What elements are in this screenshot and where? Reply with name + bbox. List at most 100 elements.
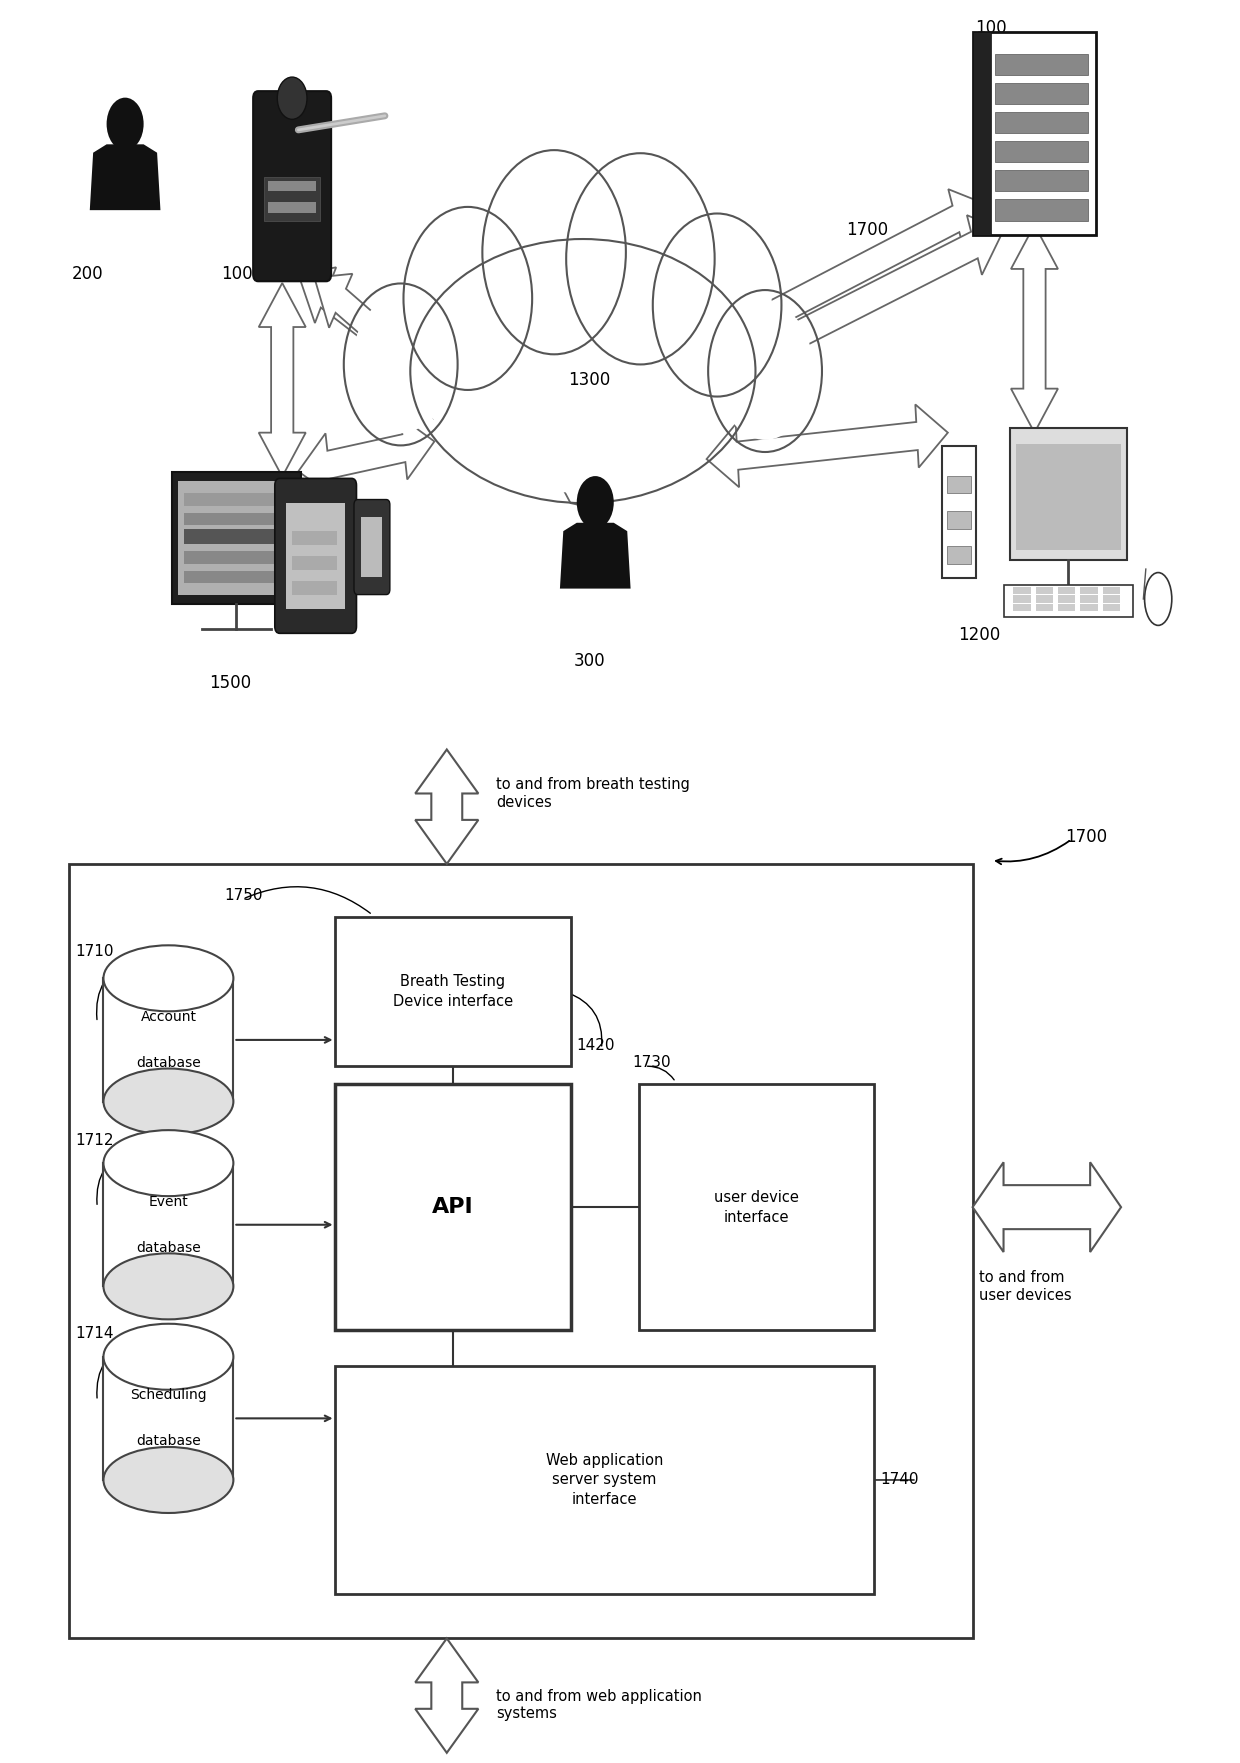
Bar — [264, 178, 320, 222]
Bar — [994, 141, 1087, 162]
Ellipse shape — [1145, 573, 1172, 626]
Bar — [1009, 428, 1127, 561]
Bar — [184, 494, 283, 506]
Text: Event: Event — [149, 1195, 188, 1209]
FancyBboxPatch shape — [253, 92, 331, 282]
Text: database: database — [136, 1056, 201, 1070]
Bar — [184, 529, 283, 545]
Ellipse shape — [103, 1324, 233, 1389]
Text: Scheduling: Scheduling — [130, 1389, 207, 1403]
Polygon shape — [315, 273, 471, 420]
Text: 300: 300 — [573, 652, 605, 670]
Bar — [946, 511, 971, 529]
Bar — [994, 171, 1087, 192]
Circle shape — [107, 97, 144, 150]
Text: 1500: 1500 — [210, 673, 252, 691]
Bar — [336, 1084, 570, 1331]
Circle shape — [577, 476, 614, 529]
Bar — [1058, 596, 1075, 603]
Bar — [1035, 587, 1053, 594]
Bar — [941, 446, 976, 578]
Circle shape — [708, 291, 822, 451]
Circle shape — [652, 213, 781, 397]
Circle shape — [717, 301, 813, 439]
Bar — [171, 472, 301, 605]
Text: database: database — [136, 1241, 201, 1255]
Bar — [1035, 596, 1053, 603]
Polygon shape — [299, 268, 446, 395]
Circle shape — [482, 150, 626, 354]
Bar — [946, 547, 971, 564]
Bar — [1102, 596, 1120, 603]
Bar — [1016, 444, 1121, 550]
Bar — [946, 476, 971, 494]
Bar — [184, 552, 283, 564]
Text: API: API — [433, 1197, 474, 1216]
Text: 1730: 1730 — [632, 1056, 671, 1070]
Bar — [1013, 605, 1030, 612]
Bar — [994, 55, 1087, 76]
Bar — [293, 555, 337, 569]
Bar — [103, 1164, 233, 1287]
Bar — [336, 917, 570, 1067]
Text: 1000: 1000 — [222, 264, 264, 284]
Text: Web application
server system
interface: Web application server system interface — [546, 1453, 663, 1507]
Bar — [972, 32, 1096, 234]
Bar — [1058, 587, 1075, 594]
Polygon shape — [259, 284, 306, 476]
Bar — [1058, 605, 1075, 612]
Text: 1700: 1700 — [1065, 829, 1107, 846]
Bar — [1080, 587, 1097, 594]
Text: 100: 100 — [976, 19, 1007, 37]
Circle shape — [578, 169, 703, 349]
Circle shape — [567, 153, 714, 365]
Bar — [1035, 605, 1053, 612]
Bar — [184, 571, 283, 584]
Polygon shape — [556, 453, 604, 508]
Bar — [336, 1366, 874, 1594]
Polygon shape — [707, 404, 947, 487]
Polygon shape — [415, 749, 479, 864]
Bar — [361, 517, 382, 577]
Text: 1740: 1740 — [880, 1472, 919, 1488]
Bar — [1102, 587, 1120, 594]
Text: Breath Testing
Device interface: Breath Testing Device interface — [393, 975, 513, 1008]
Bar — [639, 1084, 874, 1331]
Ellipse shape — [103, 945, 233, 1012]
Bar — [1080, 605, 1097, 612]
Bar — [103, 1358, 233, 1479]
Polygon shape — [744, 215, 1003, 377]
Bar — [1003, 585, 1133, 617]
Text: 1710: 1710 — [76, 945, 114, 959]
Text: 200: 200 — [72, 264, 104, 284]
Text: 1700: 1700 — [847, 220, 889, 240]
Bar — [268, 182, 316, 192]
Text: 1750: 1750 — [224, 889, 263, 903]
Circle shape — [403, 206, 532, 390]
Bar — [994, 83, 1087, 104]
Bar — [293, 580, 337, 594]
Text: 1714: 1714 — [76, 1326, 114, 1342]
Bar — [1102, 605, 1120, 612]
Bar — [1080, 596, 1097, 603]
Bar — [1013, 587, 1030, 594]
Bar — [293, 531, 337, 545]
Bar — [994, 199, 1087, 220]
Bar — [69, 864, 972, 1638]
Bar — [268, 203, 316, 213]
Text: user device
interface: user device interface — [714, 1190, 799, 1225]
Circle shape — [494, 166, 615, 338]
Ellipse shape — [410, 240, 755, 502]
Polygon shape — [560, 524, 631, 589]
Bar — [1013, 596, 1030, 603]
Bar — [184, 513, 283, 525]
Bar — [994, 113, 1087, 134]
Polygon shape — [1011, 226, 1058, 432]
FancyBboxPatch shape — [275, 478, 356, 633]
Polygon shape — [299, 416, 434, 495]
Text: to and from web application
systems: to and from web application systems — [496, 1689, 702, 1721]
Ellipse shape — [103, 1447, 233, 1513]
Circle shape — [662, 227, 771, 383]
Bar — [103, 978, 233, 1102]
Text: to and from breath testing
devices: to and from breath testing devices — [496, 777, 691, 809]
